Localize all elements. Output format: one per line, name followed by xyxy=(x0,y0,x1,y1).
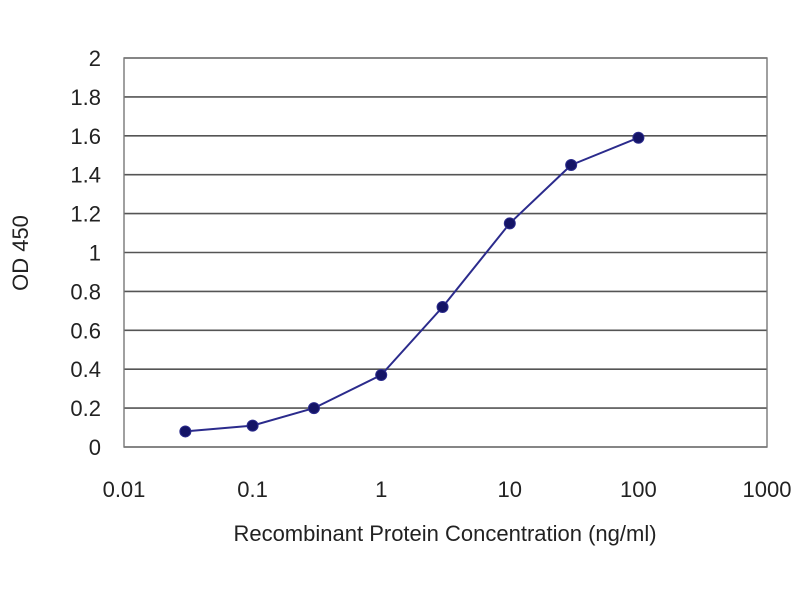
data-point-7 xyxy=(632,131,645,144)
plot-frame-layer xyxy=(123,57,768,448)
data-point-0 xyxy=(179,425,192,438)
data-point-1 xyxy=(246,419,259,432)
plot-frame xyxy=(123,57,768,448)
x-axis-title: Recombinant Protein Concentration (ng/ml… xyxy=(233,521,656,546)
y-tick-label: 0.4 xyxy=(70,357,101,382)
y-tick-label: 0.8 xyxy=(70,279,101,304)
x-tick-label: 1 xyxy=(375,477,387,502)
x-tick-label: 10 xyxy=(498,477,522,502)
y-tick-label: 0.6 xyxy=(70,318,101,343)
y-axis-title: OD 450 xyxy=(8,215,33,291)
y-tick-label: 1 xyxy=(89,241,101,266)
x-tick-label: 1000 xyxy=(743,477,792,502)
grid-layer xyxy=(124,57,767,448)
y-tick-label: 1.8 xyxy=(70,85,101,110)
y-tick-label: 0 xyxy=(89,435,101,460)
data-point-4 xyxy=(436,300,449,313)
x-tick-label: 100 xyxy=(620,477,657,502)
data-point-5 xyxy=(503,217,516,230)
data-point-3 xyxy=(375,369,388,382)
x-tick-labels: 0.01 0.1 1 10 100 1000 xyxy=(103,477,792,502)
y-tick-label: 1.4 xyxy=(70,163,101,188)
y-tick-label: 2 xyxy=(89,46,101,71)
data-point-6 xyxy=(565,158,578,171)
x-tick-label: 0.01 xyxy=(103,477,146,502)
y-tick-label: 1.6 xyxy=(70,124,101,149)
y-tick-label: 1.2 xyxy=(70,202,101,227)
y-tick-labels: 0 0.2 0.4 0.6 0.8 1 1.2 1.4 1.6 1.8 2 xyxy=(70,46,101,460)
marker-layer xyxy=(179,131,645,438)
y-tick-label: 0.2 xyxy=(70,396,101,421)
x-tick-label: 0.1 xyxy=(237,477,268,502)
data-point-2 xyxy=(307,402,320,415)
series-line xyxy=(185,136,639,433)
line-layer xyxy=(185,136,639,433)
